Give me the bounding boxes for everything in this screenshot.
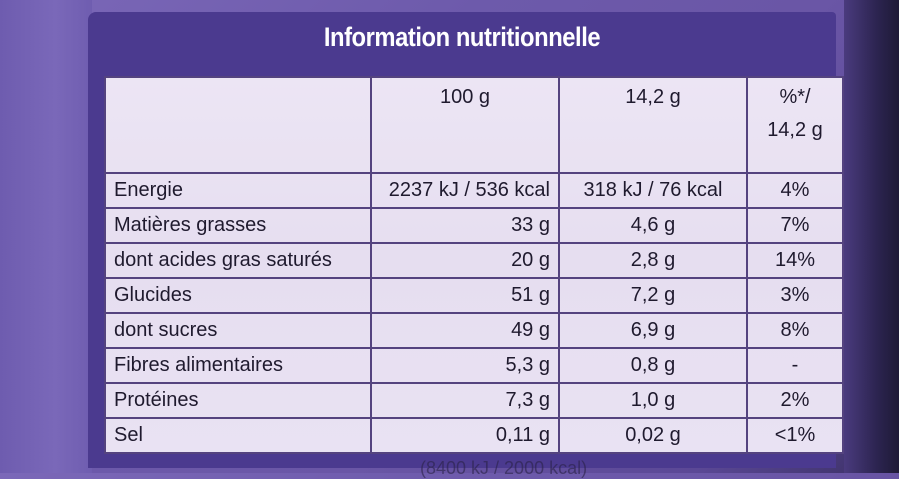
row-label: Protéines xyxy=(104,382,372,419)
row-per-100g: 49 g xyxy=(370,312,560,349)
row-per-portion: 2,8 g xyxy=(558,242,748,279)
row-percent: - xyxy=(746,347,844,384)
header-percent-line2: 14,2 g xyxy=(767,119,823,141)
row-percent: 14% xyxy=(746,242,844,279)
table-row: dont acides gras saturés 20 g 2,8 g 14% xyxy=(104,242,844,279)
row-percent: 8% xyxy=(746,312,844,349)
table-row: Glucides 51 g 7,2 g 3% xyxy=(104,277,844,314)
table-row: Protéines 7,3 g 1,0 g 2% xyxy=(104,382,844,419)
row-per-100g: 5,3 g xyxy=(370,347,560,384)
row-label: Energie xyxy=(104,172,372,209)
row-per-100g: 20 g xyxy=(370,242,560,279)
row-per-100g: 7,3 g xyxy=(370,382,560,419)
row-per-portion: 6,9 g xyxy=(558,312,748,349)
table-row: Matières grasses 33 g 4,6 g 7% xyxy=(104,207,844,244)
row-label: dont acides gras saturés xyxy=(104,242,372,279)
footnote-text: (8400 kJ / 2000 kcal) xyxy=(420,458,588,478)
row-per-portion: 7,2 g xyxy=(558,277,748,314)
table-row: Energie 2237 kJ / 536 kcal 318 kJ / 76 k… xyxy=(104,172,844,209)
row-per-portion: 0,02 g xyxy=(558,417,748,454)
row-percent: <1% xyxy=(746,417,844,454)
row-label: Glucides xyxy=(104,277,372,314)
row-label: Fibres alimentaires xyxy=(104,347,372,384)
header-per-portion: 14,2 g xyxy=(558,76,748,174)
header-percent-line1: %*/ xyxy=(779,86,811,108)
nutrition-table: 100 g 14,2 g %*/ 14,2 g Energie 2237 kJ … xyxy=(104,76,844,454)
row-per-100g: 33 g xyxy=(370,207,560,244)
row-percent: 3% xyxy=(746,277,844,314)
row-percent: 4% xyxy=(746,172,844,209)
packaging-left-edge xyxy=(0,0,92,473)
table-row: dont sucres 49 g 6,9 g 8% xyxy=(104,312,844,349)
packaging-shadow-edge xyxy=(844,0,899,473)
row-per-portion: 1,0 g xyxy=(558,382,748,419)
header-empty-cell xyxy=(104,76,372,174)
row-per-portion: 4,6 g xyxy=(558,207,748,244)
row-label: Matières grasses xyxy=(104,207,372,244)
table-row: Fibres alimentaires 5,3 g 0,8 g - xyxy=(104,347,844,384)
row-label: dont sucres xyxy=(104,312,372,349)
header-per-100g: 100 g xyxy=(370,76,560,174)
row-per-portion: 0,8 g xyxy=(558,347,748,384)
nutrition-title: Information nutritionnelle xyxy=(323,22,601,52)
row-percent: 7% xyxy=(746,207,844,244)
row-label: Sel xyxy=(104,417,372,454)
header-percent: %*/ 14,2 g xyxy=(746,76,844,174)
row-per-portion: 318 kJ / 76 kcal xyxy=(558,172,748,209)
row-per-100g: 51 g xyxy=(370,277,560,314)
table-header-row: 100 g 14,2 g %*/ 14,2 g xyxy=(104,76,844,174)
row-percent: 2% xyxy=(746,382,844,419)
row-per-100g: 0,11 g xyxy=(370,417,560,454)
table-row: Sel 0,11 g 0,02 g <1% xyxy=(104,417,844,454)
row-per-100g: 2237 kJ / 536 kcal xyxy=(370,172,560,209)
